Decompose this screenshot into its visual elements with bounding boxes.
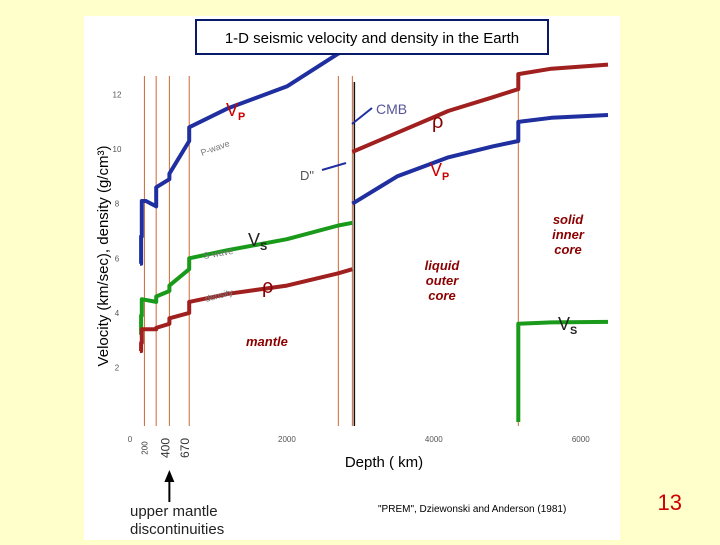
- mantle-label: mantle: [246, 334, 288, 349]
- liquid-outer-core-label: liquid outer core: [425, 258, 461, 303]
- x-axis-label: Depth ( km): [345, 454, 423, 471]
- p-wave-label: P-wave: [199, 138, 231, 158]
- series-line-segment: [139, 267, 353, 354]
- chart-title: 1-D seismic velocity and density in the …: [225, 30, 519, 47]
- chart-title-box: 1-D seismic velocity and density in the …: [195, 19, 549, 55]
- x-tick-label: 2000: [278, 435, 296, 444]
- series-line-segment: [139, 220, 353, 337]
- seismic-chart: 2 4 6 8 10 12 0 2000 4000 6000 200 400 670 Depth ( km…: [95, 19, 609, 538]
- y-axis-label: Velocity (km/sec), density (g/cm³): [95, 146, 112, 367]
- series-line-segment: [351, 62, 609, 154]
- series-vs: [139, 220, 609, 422]
- series-line-segment: [351, 113, 609, 206]
- rho-mantle-label: ρ: [262, 276, 273, 298]
- vs-core-label: VS: [558, 314, 577, 337]
- discontinuity-arrow-head: [164, 470, 175, 482]
- x-special-tick-label: 200: [141, 441, 150, 455]
- dpp-pointer: [321, 162, 347, 171]
- rho-core-label: ρ: [432, 111, 443, 133]
- y-tick-label: 6: [115, 254, 120, 263]
- vp-mantle-label: VP: [226, 100, 245, 123]
- upper-mantle-note: upper mantle discontinuities: [130, 503, 224, 538]
- title-frame: [195, 19, 549, 55]
- y-tick-label: 12: [113, 91, 122, 100]
- y-tick-label: 8: [115, 200, 120, 209]
- x-special-tick-label: 670: [178, 438, 192, 458]
- series-line-segment: [516, 319, 609, 422]
- vs-mantle-label: VS: [248, 230, 267, 253]
- series-rho: [139, 62, 609, 354]
- figure-panel: 2 4 6 8 10 12 0 2000 4000 6000 200 400 670 Depth ( km…: [84, 16, 620, 540]
- series-vp: [139, 46, 609, 266]
- cmb-label: CMB: [376, 101, 407, 117]
- x-tick-label: 4000: [425, 435, 443, 444]
- cmb-pointer: [351, 107, 373, 125]
- y-tick-label: 2: [115, 363, 120, 372]
- density-label: density: [204, 287, 235, 304]
- d-double-prime-label: D": [300, 168, 314, 183]
- slide-number: 13: [657, 490, 682, 515]
- vp-core-label: VP: [430, 160, 449, 183]
- x-special-tick-label: 400: [158, 438, 172, 458]
- x-tick-label: 6000: [572, 435, 590, 444]
- citation: "PREM", Dziewonski and Anderson (1981): [378, 504, 566, 515]
- y-tick-label: 4: [115, 309, 120, 318]
- solid-inner-core-label: solid inner core: [552, 212, 585, 257]
- y-tick-label: 10: [113, 145, 122, 154]
- s-wave-label: S-wave: [203, 246, 234, 261]
- x-tick-label: 0: [128, 435, 133, 444]
- series-line-segment: [139, 46, 354, 266]
